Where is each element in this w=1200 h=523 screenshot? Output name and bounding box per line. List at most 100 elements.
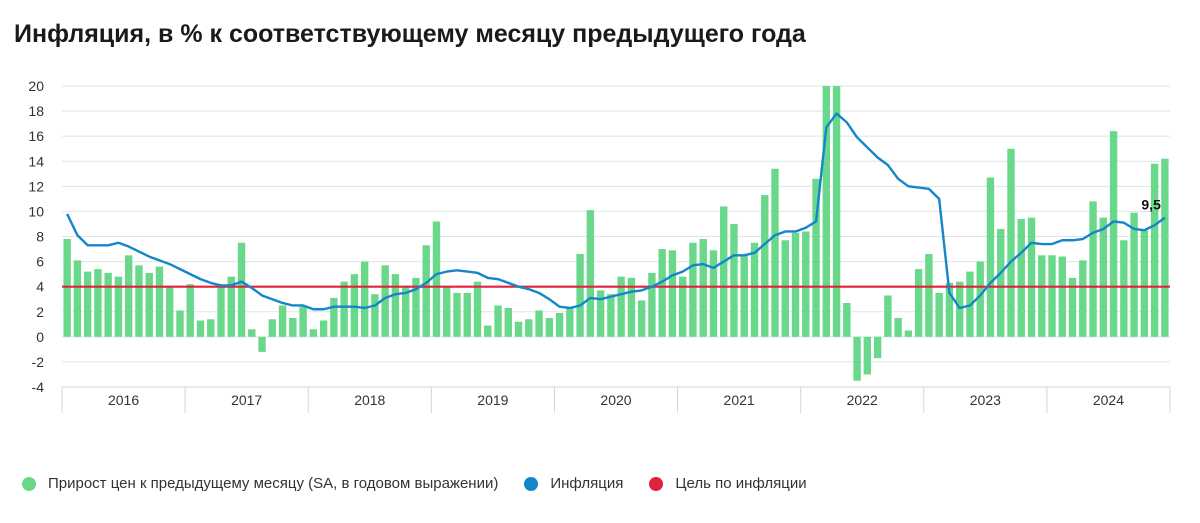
bar <box>237 242 246 337</box>
y-tick-label: 14 <box>28 153 44 169</box>
bar <box>607 294 615 337</box>
bar <box>555 313 564 337</box>
legend-item-inflation[interactable]: Инфляция <box>524 475 623 492</box>
bar <box>658 249 666 337</box>
inflation-line <box>66 112 1166 311</box>
bar <box>124 255 133 337</box>
legend-dot-green <box>22 476 36 491</box>
bar <box>73 260 82 337</box>
bar <box>596 290 605 337</box>
bar <box>648 272 656 337</box>
bar <box>330 297 338 337</box>
bar <box>545 318 554 337</box>
x-tick-label: 2023 <box>970 392 1001 408</box>
x-tick-label: 2019 <box>477 392 508 408</box>
bar <box>340 281 348 337</box>
bar <box>258 336 266 352</box>
bar <box>104 272 112 337</box>
bar <box>976 261 984 337</box>
bar <box>1017 218 1025 337</box>
bar <box>83 271 92 337</box>
bar <box>586 210 595 337</box>
bar <box>1048 255 1056 337</box>
bar <box>812 178 820 337</box>
bar <box>873 336 882 359</box>
legend-item-bars[interactable]: Прирост цен к предыдущему месяцу (SA, в … <box>22 475 498 492</box>
bar <box>576 254 584 337</box>
bar <box>145 272 153 337</box>
legend-label-inflation: Инфляция <box>550 475 624 492</box>
bar <box>207 319 215 337</box>
bar <box>278 305 287 337</box>
bar <box>514 321 523 337</box>
y-tick-label: 8 <box>36 229 44 245</box>
bar <box>1027 217 1036 337</box>
x-tick-label: 2018 <box>354 392 385 408</box>
bar <box>422 245 430 337</box>
y-tick-label: 6 <box>36 254 44 270</box>
legend: Прирост цен к предыдущему месяцу (SA, в … <box>22 475 833 492</box>
bar <box>617 276 625 337</box>
y-tick-label: 18 <box>28 103 44 119</box>
bar <box>176 310 184 337</box>
y-tick-label: -2 <box>32 354 45 370</box>
x-axis: 2016 2017 2018 2019 2020 2021 2022 2023 2024 <box>61 386 1171 413</box>
bar <box>196 320 205 337</box>
chart-title: Инфляция, в % к соответствующему месяцу … <box>14 20 806 48</box>
bar <box>166 286 174 337</box>
bar <box>484 325 492 337</box>
bar <box>668 250 677 337</box>
bar <box>227 276 235 337</box>
bar <box>63 239 71 337</box>
bar <box>299 306 307 337</box>
bar <box>371 294 379 337</box>
bar <box>401 286 410 337</box>
bar <box>453 292 461 337</box>
bar <box>535 310 543 337</box>
bar <box>730 223 738 337</box>
bar <box>248 329 256 337</box>
y-tick-label: 2 <box>36 304 44 320</box>
bar <box>268 319 277 337</box>
bar <box>1058 256 1066 337</box>
x-tick-label: 2024 <box>1093 392 1124 408</box>
x-tick-label: 2016 <box>108 392 139 408</box>
y-tick-label: 16 <box>28 128 44 144</box>
legend-label-target: Цель по инфляции <box>675 475 807 492</box>
bar <box>904 330 913 337</box>
bar <box>955 281 964 337</box>
bar <box>360 261 369 337</box>
last-value-label: 9,5 <box>1141 197 1161 213</box>
bar-series <box>63 86 1169 381</box>
bar <box>1099 217 1108 337</box>
x-tick-label: 2021 <box>724 392 755 408</box>
legend-item-target[interactable]: Цель по инфляции <box>649 475 807 492</box>
bar <box>494 305 502 337</box>
bar <box>1007 148 1015 337</box>
bar <box>412 277 420 337</box>
bar <box>925 254 933 337</box>
bar <box>802 231 810 337</box>
bar <box>473 281 482 337</box>
bar <box>1140 230 1149 337</box>
inflation-line-group <box>66 112 1166 311</box>
y-tick-label: 12 <box>28 178 44 194</box>
bar <box>689 242 697 337</box>
bar <box>350 274 359 337</box>
bar <box>627 277 636 337</box>
bar <box>1150 163 1159 337</box>
bar <box>1130 212 1138 337</box>
x-tick-label: 2022 <box>847 392 878 408</box>
y-tick-label: 4 <box>36 279 44 295</box>
bar <box>678 276 687 337</box>
bar <box>319 320 328 337</box>
bar <box>432 221 441 337</box>
bar <box>566 306 574 337</box>
bar <box>791 232 800 337</box>
bar <box>1079 260 1087 337</box>
bar <box>1161 158 1169 337</box>
bar <box>699 239 707 337</box>
bar <box>709 250 718 337</box>
annotations: 9,5 <box>1141 197 1161 213</box>
